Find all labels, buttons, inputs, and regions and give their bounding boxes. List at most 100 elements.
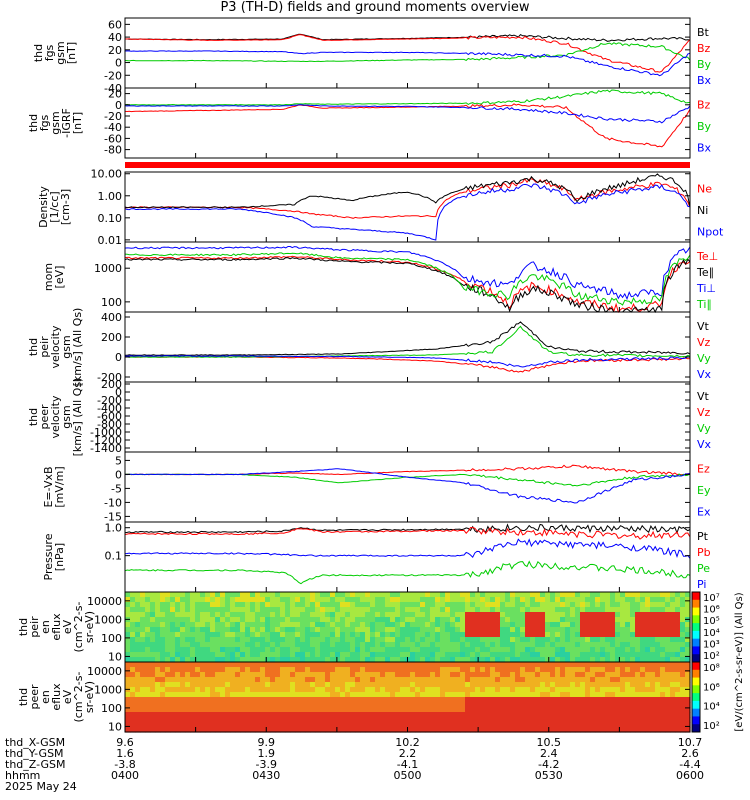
electron-spectrogram-cell [235, 687, 241, 693]
electron-spectrogram-cell [615, 667, 621, 673]
ion-spectrogram-cell [405, 647, 411, 653]
ion-spectrogram-cell [235, 657, 241, 663]
electron-spectrogram-cell [590, 687, 596, 693]
electron-spectrogram-cell [130, 672, 136, 678]
electron-spectrogram-cell [465, 687, 471, 693]
ion-spectrogram-cell [415, 657, 421, 663]
electron-spectrogram-cell [165, 712, 171, 718]
electron-spectrogram-cell [540, 697, 546, 703]
ion-spectrogram-cell [265, 592, 271, 598]
ion-spectrogram-cell [385, 647, 391, 653]
ion-spectrogram-cell [585, 607, 591, 613]
electron-spectrogram-cell [670, 712, 676, 718]
ion-spectrogram-cell [455, 622, 461, 628]
electron-spectrogram-cell [275, 677, 281, 683]
ion-spectrogram-cell [520, 652, 526, 658]
electron-spectrogram-cell [260, 662, 266, 668]
efield-ytick-label: -15 [104, 510, 122, 523]
electron-spectrogram-cell [505, 717, 511, 723]
ion-spectrogram-cell [410, 657, 416, 663]
electron-spectrogram-cell [440, 672, 446, 678]
electron-spectrogram-cell [630, 692, 636, 698]
electron-spectrogram-cell [195, 682, 201, 688]
ion-spectrogram-cell [585, 657, 591, 663]
electron-spectrogram-cell [175, 727, 181, 733]
ion-spectrogram-cell [285, 597, 291, 603]
ion-spectrogram-cell [395, 642, 401, 648]
electron-spectrogram-cell [610, 677, 616, 683]
ion-spectrogram-cell [570, 642, 576, 648]
electron-spectrogram-cell [450, 677, 456, 683]
ion-spectrogram-cell [190, 652, 196, 658]
electron-spectrogram-cell [315, 677, 321, 683]
ion-spectrogram-cell [465, 657, 471, 663]
ion-spectrogram-cell [175, 617, 181, 623]
electron-spectrogram-cell [355, 722, 361, 728]
electron-spectrogram-cell [160, 702, 166, 708]
ion-spectrogram-cell [535, 597, 541, 603]
ion-spectrogram-cell [170, 642, 176, 648]
electron-spectrogram-cell [145, 722, 151, 728]
ion-spectrogram-cell [145, 657, 151, 663]
electron-spectrogram-cell [170, 682, 176, 688]
electron-spectrogram-cell [585, 717, 591, 723]
ion-spectrogram-cell [255, 612, 261, 618]
electron-spectrogram-cell [265, 662, 271, 668]
electron-spectrogram-cell [215, 667, 221, 673]
electron-spectrogram-cell [135, 667, 141, 673]
electron-spectrogram-cell [185, 692, 191, 698]
fgs-diff-series-bz [124, 103, 691, 148]
electron-spectrogram-cell [190, 697, 196, 703]
electron-spectrogram-cell [175, 717, 181, 723]
electron-spectrogram-cell [370, 712, 376, 718]
electron-spectrogram-cell [345, 712, 351, 718]
electron-spectrogram-cell [635, 702, 641, 708]
electron-spectrogram-cell [470, 682, 476, 688]
electron-velocity-ytick-label: -200 [97, 394, 122, 407]
electron-spectrogram-cell [450, 667, 456, 673]
electron-spectrogram-cell [375, 682, 381, 688]
ion-spectrogram-cell [455, 612, 461, 618]
electron-spectrogram-cell [320, 667, 326, 673]
ion-spectrogram-cell [600, 627, 606, 633]
ion-spectrogram-cell [150, 642, 156, 648]
electron-spectrogram-cell [390, 667, 396, 673]
ion-spectrogram-cell [580, 607, 586, 613]
electron-spectrogram-cell [215, 687, 221, 693]
electron-spectrogram-cell [370, 692, 376, 698]
electron-spectrogram-cell [290, 687, 296, 693]
ion-spectrogram-cell [510, 622, 516, 628]
electron-spectrogram-cell [220, 717, 226, 723]
electron-spectrogram-cell [250, 707, 256, 713]
electron-spectrogram-cell [200, 707, 206, 713]
electron-spectrogram-cell [165, 667, 171, 673]
ion-spectrogram-cell [510, 612, 516, 618]
electron-spectrogram-cell [645, 717, 651, 723]
ion-spectrogram-cell [430, 602, 436, 608]
electron-spectrogram-cell [235, 667, 241, 673]
ion-spectrogram-cell [510, 602, 516, 608]
electron-spectrogram-cell [335, 722, 341, 728]
ion-spectrogram-cell [415, 647, 421, 653]
ion-spectrogram-cell [660, 632, 666, 638]
ion-spectrogram-cell [660, 602, 666, 608]
electron-spectrogram-cell [625, 702, 631, 708]
ion-spectrogram-cell [605, 602, 611, 608]
electron-spectrogram-cell [555, 722, 561, 728]
fgs-diff-ylabel: [nT] [71, 112, 84, 134]
electron-spectrogram-cell [625, 687, 631, 693]
ion-spectrogram-cell [245, 637, 251, 643]
electron-spectrogram-cell [440, 717, 446, 723]
ion-spectrogram-cell [180, 642, 186, 648]
electron-spectrogram-cell [125, 717, 131, 723]
electron-spectrogram-cell [285, 692, 291, 698]
electron-spectrogram-cell [210, 722, 216, 728]
ion-spectrogram-cell [140, 637, 146, 643]
ion-velocity-legend-3: Vx [697, 368, 712, 381]
electron-spectrogram-cell [600, 722, 606, 728]
electron-spectrogram-cell [150, 662, 156, 668]
electron-spectrogram-cell [130, 687, 136, 693]
electron-spectrogram-cell [190, 702, 196, 708]
ion-spectrogram-cell [395, 597, 401, 603]
ion-spectrogram-cell [485, 637, 491, 643]
